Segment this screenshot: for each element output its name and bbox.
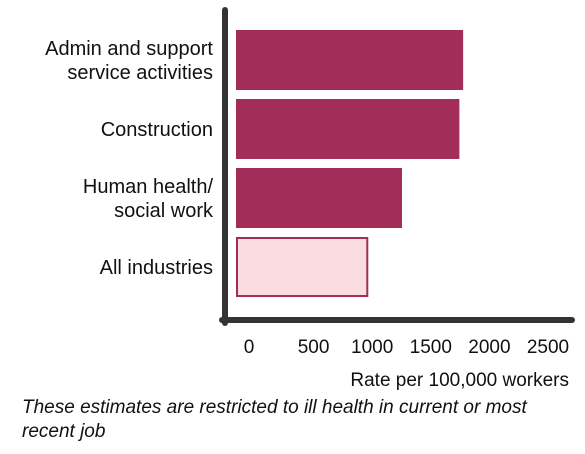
footnote: These estimates are restricted to ill he… <box>22 397 527 442</box>
x-tick-labels-group: 0 500 1000 1500 2000 2500 <box>244 337 569 358</box>
x-tick-label: 1500 <box>410 337 452 358</box>
category-label-line: service activities <box>67 62 213 84</box>
x-tick-label: 0 <box>244 337 255 358</box>
x-axis-title: Rate per 100,000 workers <box>350 370 569 391</box>
category-label-line: Human health/ <box>83 176 214 198</box>
category-label: Construction <box>101 119 213 141</box>
bar <box>236 30 464 90</box>
x-tick-label: 500 <box>298 337 330 358</box>
x-tick-label: 2000 <box>468 337 510 358</box>
bar-chart: Admin and support service activities Const… <box>45 7 575 391</box>
bars-group <box>236 30 464 297</box>
bar <box>236 99 460 159</box>
x-tick-label: 1000 <box>351 337 393 358</box>
category-labels-group: Admin and support service activities Const… <box>45 38 214 279</box>
x-tick-label: 2500 <box>527 337 569 358</box>
bar <box>236 237 369 297</box>
bar <box>236 168 402 228</box>
category-label: All industries <box>100 257 213 279</box>
category-label: Human health/social work <box>83 176 214 222</box>
category-label-line: social work <box>114 200 214 222</box>
category-label: Admin and support service activities <box>45 38 213 84</box>
category-label-line: All industries <box>100 257 213 279</box>
category-label-line: Construction <box>101 119 213 141</box>
category-label-line: Admin and support <box>45 38 213 60</box>
